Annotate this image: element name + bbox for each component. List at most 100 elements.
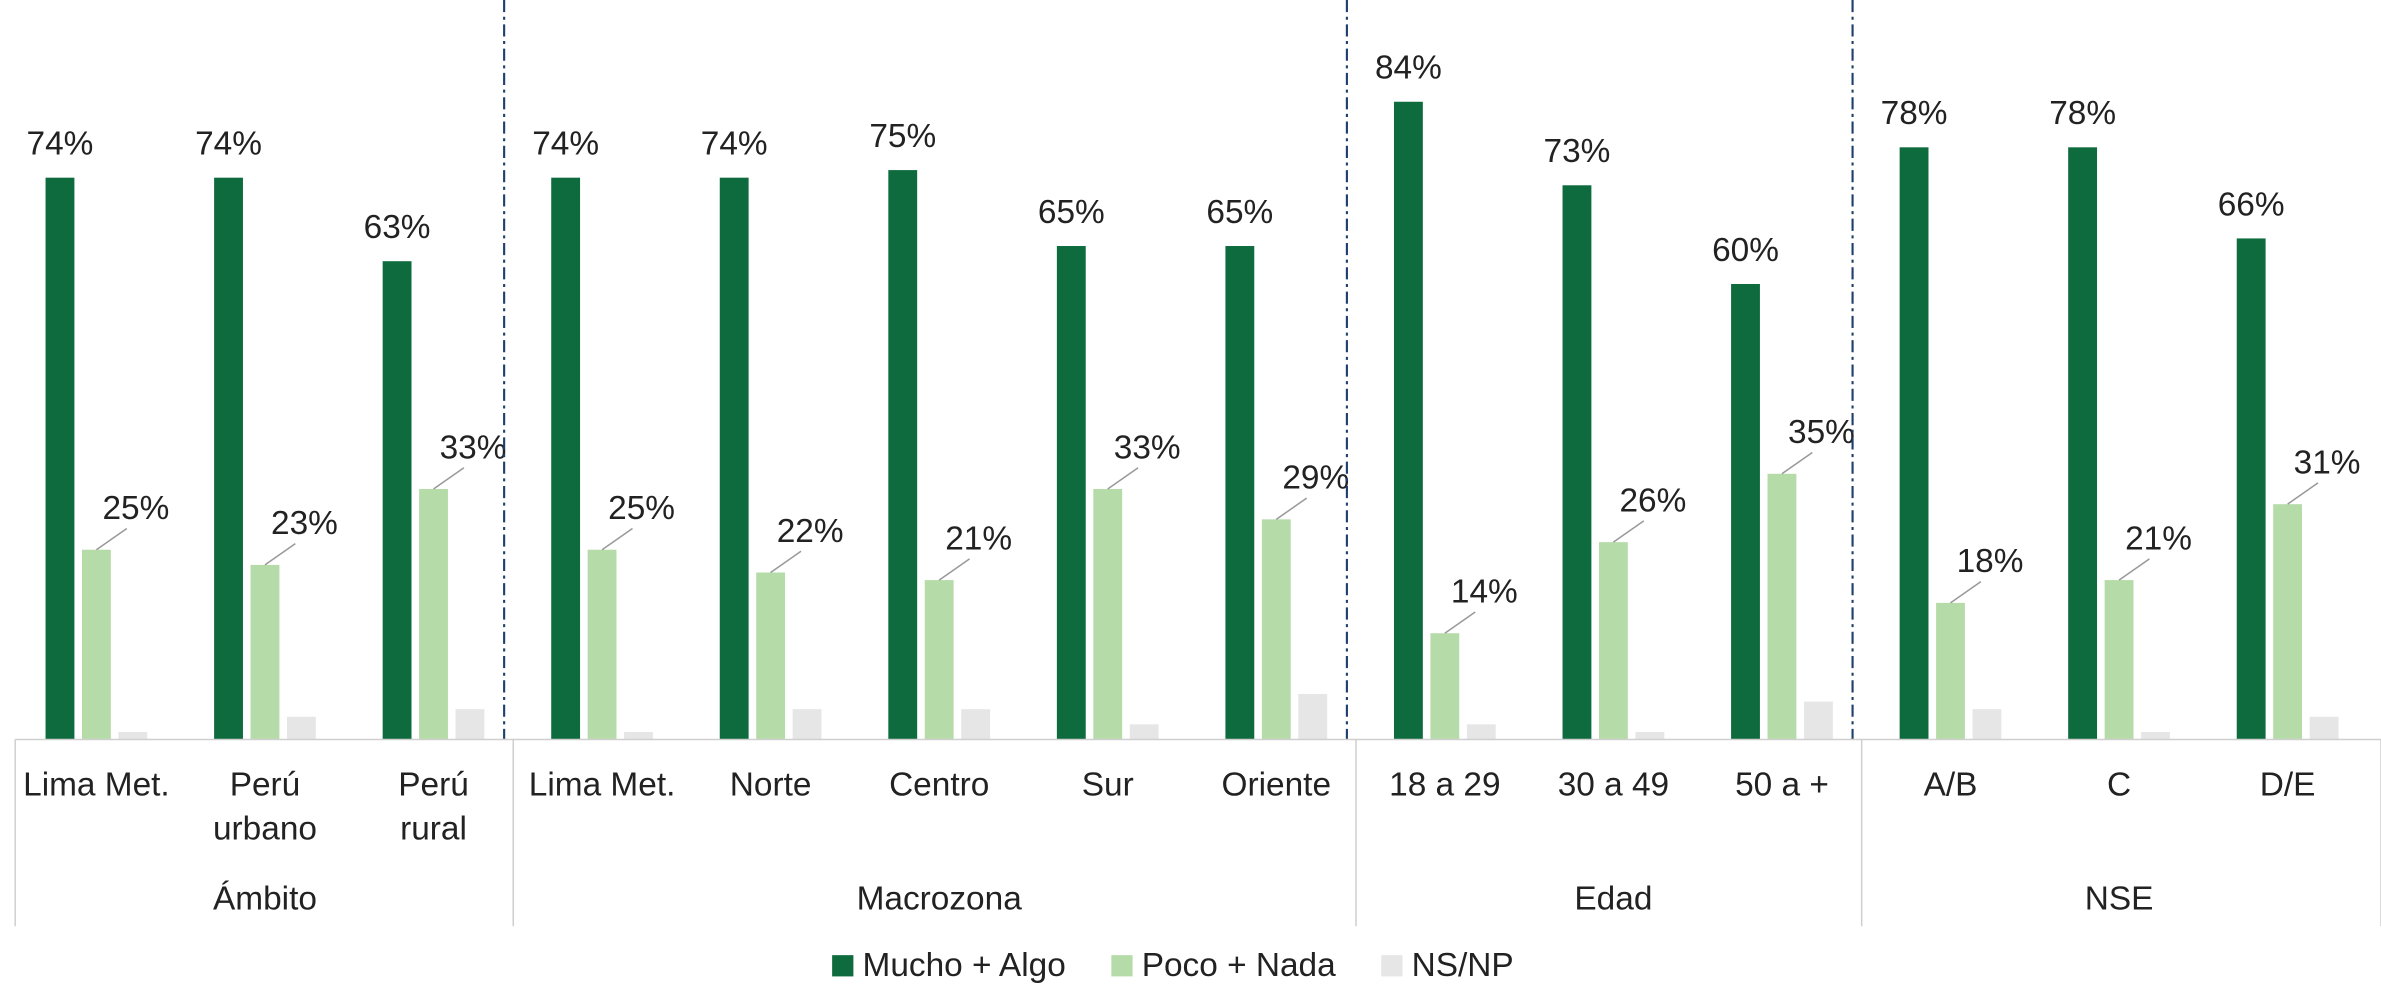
bar bbox=[2273, 504, 2303, 740]
bar bbox=[2068, 147, 2098, 740]
leader-line bbox=[1275, 497, 1308, 520]
leader-line bbox=[95, 527, 128, 551]
bar bbox=[624, 731, 653, 740]
leader-line bbox=[433, 467, 465, 490]
bar bbox=[2141, 731, 2170, 740]
bar bbox=[455, 709, 485, 740]
group-label: Ámbito bbox=[213, 880, 317, 917]
x-tick-label: urbano bbox=[213, 810, 317, 847]
group-label: Macrozona bbox=[857, 880, 1023, 917]
leader-line bbox=[1107, 467, 1139, 490]
bar bbox=[961, 709, 991, 740]
value-label: 75% bbox=[869, 118, 936, 155]
value-label: 21% bbox=[945, 520, 1012, 557]
bar bbox=[286, 716, 316, 740]
leader-line bbox=[938, 558, 970, 581]
x-tick-label: rural bbox=[400, 810, 467, 847]
leader-line bbox=[770, 550, 802, 574]
leader-line bbox=[2287, 482, 2319, 505]
value-label: 65% bbox=[1206, 194, 1273, 231]
value-label: 74% bbox=[532, 126, 599, 163]
leader-line bbox=[601, 527, 633, 551]
bar bbox=[81, 549, 111, 740]
group-label: NSE bbox=[2085, 880, 2154, 917]
bar bbox=[1899, 147, 1929, 740]
legend-swatch bbox=[832, 955, 854, 977]
value-label: 73% bbox=[1544, 133, 1611, 170]
bar bbox=[1598, 542, 1628, 740]
bar bbox=[1093, 488, 1123, 740]
bar bbox=[719, 177, 749, 740]
x-tick-label: D/E bbox=[2260, 766, 2316, 803]
value-label: 74% bbox=[195, 126, 262, 163]
leader-line bbox=[1612, 520, 1645, 543]
bar bbox=[1635, 731, 1665, 740]
x-tick-label: Centro bbox=[889, 766, 989, 803]
value-label: 25% bbox=[608, 490, 675, 527]
leader-line bbox=[1950, 580, 1982, 604]
leader-line bbox=[1444, 611, 1476, 634]
bar bbox=[1056, 246, 1086, 740]
x-tick-label: Perú bbox=[230, 766, 301, 803]
bar bbox=[214, 177, 243, 740]
x-tick-label: A/B bbox=[1924, 766, 1978, 803]
bar bbox=[382, 261, 412, 740]
value-label: 65% bbox=[1038, 194, 1105, 231]
legend: Mucho + Algo Poco + Nada NS/NP bbox=[832, 947, 1514, 984]
value-label: 26% bbox=[1619, 482, 1686, 519]
x-tick-label: Lima Met. bbox=[23, 766, 170, 803]
value-label: 33% bbox=[1114, 429, 1181, 466]
x-tick-label: 18 a 29 bbox=[1389, 766, 1500, 803]
value-label: 66% bbox=[2218, 186, 2285, 223]
value-label: 23% bbox=[271, 505, 338, 542]
bar bbox=[1972, 709, 2002, 740]
value-label: 18% bbox=[1957, 543, 2024, 580]
bar bbox=[2104, 580, 2134, 740]
leader-line bbox=[1781, 451, 1813, 475]
value-label: 14% bbox=[1451, 574, 1518, 611]
bar bbox=[1936, 602, 1965, 740]
bar bbox=[2309, 716, 2339, 740]
bar bbox=[1767, 473, 1797, 740]
bar bbox=[118, 731, 148, 740]
value-label: 25% bbox=[102, 490, 169, 527]
x-tick-label: C bbox=[2107, 766, 2131, 803]
bar bbox=[1298, 693, 1328, 740]
value-label: 33% bbox=[440, 429, 507, 466]
legend-swatch bbox=[1381, 955, 1403, 977]
bar bbox=[1803, 701, 1833, 740]
legend-label: Poco + Nada bbox=[1142, 947, 1336, 984]
value-label: 60% bbox=[1712, 232, 1779, 269]
value-label: 29% bbox=[1282, 460, 1349, 497]
value-label: 21% bbox=[2125, 520, 2192, 557]
bar bbox=[756, 572, 786, 740]
bar bbox=[888, 170, 918, 740]
bar bbox=[1261, 519, 1291, 740]
x-tick-label: Lima Met. bbox=[529, 766, 676, 803]
value-label: 74% bbox=[701, 126, 768, 163]
bar bbox=[792, 709, 822, 740]
legend-label: NS/NP bbox=[1412, 947, 1514, 984]
bar bbox=[1225, 246, 1255, 740]
bar bbox=[1393, 101, 1423, 740]
bar bbox=[924, 580, 954, 740]
bar bbox=[2236, 238, 2266, 740]
x-tick-label: Perú bbox=[398, 766, 469, 803]
bar bbox=[419, 488, 448, 740]
value-label: 84% bbox=[1375, 50, 1442, 87]
x-tick-label: 50 a + bbox=[1735, 766, 1829, 803]
bar bbox=[45, 177, 75, 740]
bar bbox=[587, 549, 617, 740]
value-label: 63% bbox=[364, 209, 431, 246]
value-label: 22% bbox=[777, 513, 844, 550]
x-tick-label: Oriente bbox=[1222, 766, 1332, 803]
x-tick-label: Norte bbox=[730, 766, 812, 803]
value-label: 74% bbox=[27, 126, 94, 163]
x-tick-label: Sur bbox=[1082, 766, 1134, 803]
value-label: 31% bbox=[2294, 445, 2361, 482]
bar bbox=[1129, 724, 1159, 740]
bar bbox=[1562, 185, 1592, 740]
legend-swatch bbox=[1111, 955, 1133, 977]
